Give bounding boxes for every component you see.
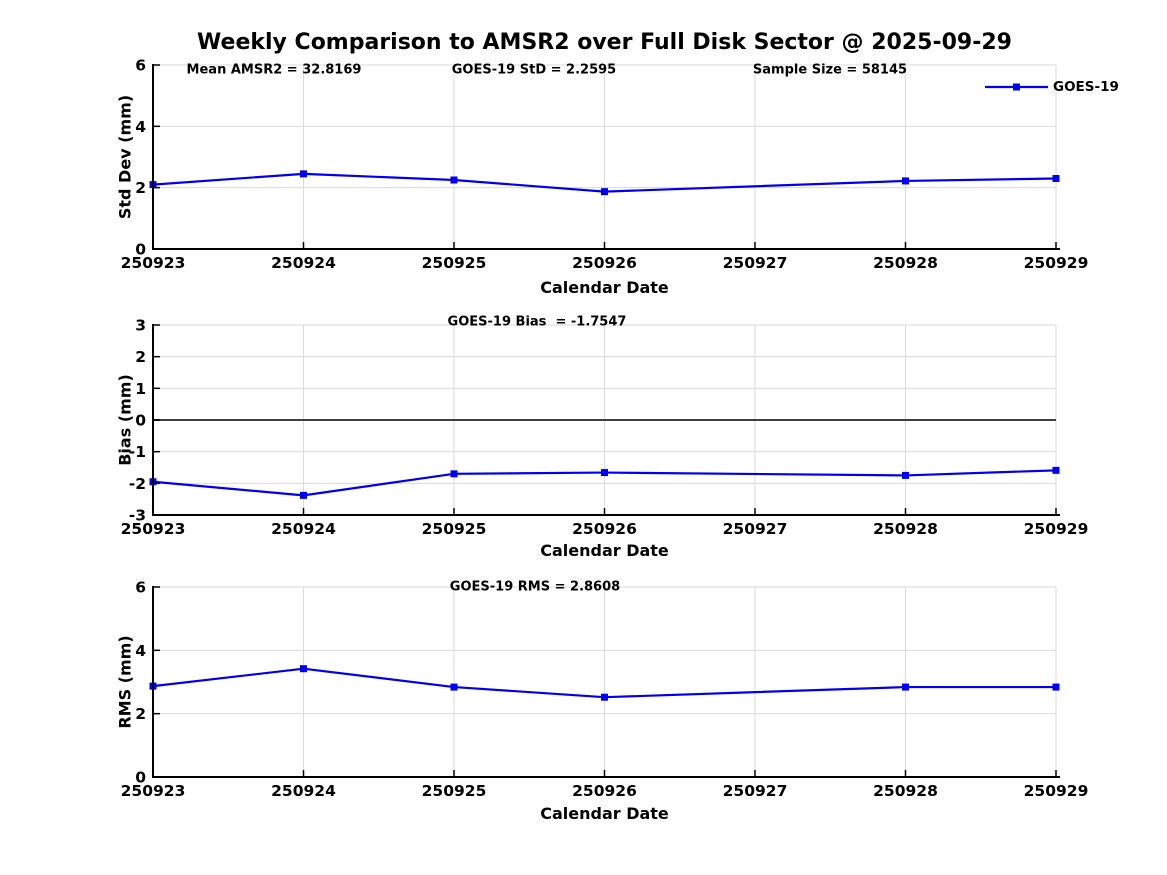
std-dev-data-point-marker (1052, 174, 1060, 182)
std-dev-y-tick-label: 0 (135, 241, 146, 259)
std-dev-y-tick-label: 6 (135, 57, 146, 75)
stddev-x-axis-label: Calendar Date (540, 278, 669, 297)
legend-line-icon (985, 83, 1048, 91)
std-dev-data-point-marker (300, 170, 307, 178)
bias-x-tick-label: 250925 (422, 520, 487, 538)
bias-x-tick-label: 250927 (723, 520, 788, 538)
sample-size-annotation: Sample Size = 58145 (752, 62, 908, 78)
goes19-bias-annotation: GOES-19 Bias = -1.7547 (447, 314, 627, 330)
bias-x-tick-label: 250929 (1024, 520, 1089, 538)
bias-y-axis-label: Bias (mm) (115, 374, 135, 466)
legend-label: GOES-19 (1053, 79, 1119, 95)
bias-data-point-marker (1052, 466, 1060, 474)
std-dev-data-point-marker (601, 188, 608, 196)
rms-x-tick-label: 250927 (723, 782, 788, 800)
bias-y-tick-label: -2 (129, 475, 146, 493)
bias-x-tick-label: 250924 (271, 520, 336, 538)
bias-x-tick-label: 250926 (572, 520, 637, 538)
rms-y-axis-label: RMS (mm) (115, 635, 135, 729)
rms-y-tick-label: 2 (135, 705, 146, 723)
bias-y-tick-label: -1 (129, 443, 146, 461)
std-dev-y-tick-label: 2 (135, 179, 146, 197)
rms-x-tick-label: 250924 (271, 782, 336, 800)
rms-x-axis-label: Calendar Date (540, 804, 669, 823)
std-dev-y-tick-label: 4 (135, 118, 146, 136)
goes19-std-annotation: GOES-19 StD = 2.2595 (451, 62, 617, 78)
mean-amsr2-annotation: Mean AMSR2 = 32.8169 (186, 62, 362, 78)
rms-y-tick-label: 6 (135, 579, 146, 597)
bias-data-point-marker (450, 470, 458, 478)
rms-data-line (152, 667, 1056, 699)
rms-data-point-marker (902, 683, 909, 691)
std-dev-data-point-marker (902, 177, 909, 185)
bias-data-point-marker (300, 491, 307, 499)
std-dev-x-tick-label: 250927 (723, 254, 788, 272)
bias-data-point-marker (601, 469, 608, 477)
std-dev-x-tick-label: 250923 (121, 254, 186, 272)
rms-x-tick-label: 250926 (572, 782, 637, 800)
std-dev-x-tick-label: 250926 (572, 254, 637, 272)
std-dev-data-line (152, 172, 1057, 193)
page-title: Weekly Comparison to AMSR2 over Full Dis… (197, 30, 1012, 55)
rms-x-tick-label: 250928 (873, 782, 938, 800)
rms-data-point-marker (1052, 683, 1060, 691)
bias-y-tick-label: 1 (135, 380, 146, 398)
rms-data-point-marker (300, 665, 307, 673)
bias-x-axis-label: Calendar Date (540, 541, 669, 560)
bias-y-tick-label: 2 (135, 348, 146, 366)
rms-x-tick-label: 250929 (1024, 782, 1089, 800)
bias-data-point-marker (902, 471, 909, 479)
rms-data-point-marker (450, 683, 458, 691)
std-dev-x-tick-label: 250929 (1024, 254, 1089, 272)
bias-x-tick-label: 250928 (873, 520, 938, 538)
goes19-rms-annotation: GOES-19 RMS = 2.8608 (449, 579, 621, 595)
rms-x-tick-label: 250925 (422, 782, 487, 800)
bias-data-line (152, 469, 1057, 497)
rms-y-tick-label: 4 (135, 642, 146, 660)
std-dev-x-tick-label: 250924 (271, 254, 336, 272)
std-dev-x-tick-label: 250928 (873, 254, 938, 272)
std-dev-data-point-marker (450, 176, 458, 184)
bias-y-tick-label: 3 (135, 317, 146, 335)
bias-x-tick-label: 250923 (121, 520, 186, 538)
stddev-y-axis-label: Std Dev (mm) (115, 94, 135, 220)
bias-y-tick-label: -3 (129, 507, 146, 525)
rms-x-tick-label: 250923 (121, 782, 186, 800)
bias-y-tick-label: 0 (135, 412, 146, 430)
rms-y-tick-label: 0 (135, 769, 146, 787)
rms-data-point-marker (601, 693, 608, 701)
std-dev-x-tick-label: 250925 (422, 254, 487, 272)
